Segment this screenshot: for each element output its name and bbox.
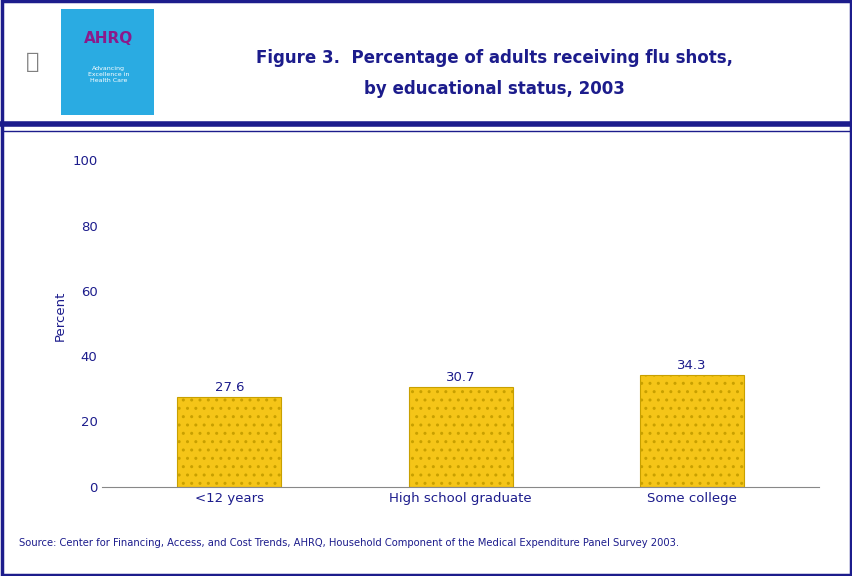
Text: Source: Center for Financing, Access, and Cost Trends, AHRQ, Household Component: Source: Center for Financing, Access, an… (19, 537, 678, 548)
Bar (639, 375, 743, 487)
Text: Figure 3.  Percentage of adults receiving flu shots,: Figure 3. Percentage of adults receiving… (256, 48, 733, 67)
Text: 🦅: 🦅 (26, 52, 39, 72)
Text: by educational status, 2003: by educational status, 2003 (364, 80, 625, 98)
Bar (4, 9, 61, 115)
Bar (177, 397, 281, 487)
Text: 27.6: 27.6 (215, 381, 244, 395)
Text: AHRQ: AHRQ (84, 31, 133, 46)
Y-axis label: Percent: Percent (54, 290, 66, 340)
Text: 34.3: 34.3 (676, 359, 705, 373)
Text: Advancing
Excellence in
Health Care: Advancing Excellence in Health Care (88, 66, 130, 83)
Text: 30.7: 30.7 (446, 371, 475, 384)
Bar (408, 386, 512, 487)
